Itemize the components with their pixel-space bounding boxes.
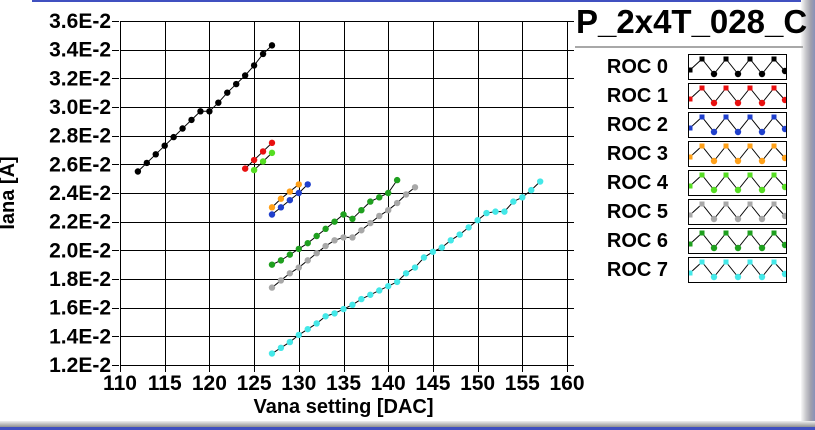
svg-text:1.2E-2: 1.2E-2 [49, 354, 111, 377]
y-axis-title: Iana [A] [0, 156, 19, 229]
legend-sample[interactable] [688, 112, 787, 138]
legend-label: ROC 3 [606, 143, 668, 165]
panel-bottom-border [0, 421, 815, 427]
plot-frame [120, 21, 568, 366]
plot-legend: ROC 0 ROC 1 ROC 2 ROC 3 ROC 4 ROC 5 ROC 6 ROC 7 [583, 54, 787, 286]
legend-label: ROC 0 [606, 56, 668, 78]
legend-sample[interactable] [688, 54, 787, 80]
series-ROC-6 [268, 176, 401, 268]
svg-text:135: 135 [326, 372, 361, 395]
series-ROC-4 [250, 149, 276, 174]
legend-sample[interactable] [688, 199, 787, 225]
legend-sample[interactable] [688, 83, 787, 109]
panel-top-border [32, 0, 815, 2]
series-ROC-5 [268, 184, 419, 291]
svg-text:3.6E-2: 3.6E-2 [49, 10, 111, 33]
svg-text:130: 130 [281, 372, 316, 395]
svg-text:1.4E-2: 1.4E-2 [49, 325, 111, 348]
svg-text:3.4E-2: 3.4E-2 [49, 39, 111, 62]
svg-text:155: 155 [505, 372, 540, 395]
svg-text:160: 160 [549, 372, 584, 395]
legend-sample-glyph [689, 201, 786, 223]
svg-text:120: 120 [192, 372, 227, 395]
series-ROC-7 [268, 178, 544, 357]
legend-sample-glyph [689, 259, 786, 281]
svg-text:125: 125 [237, 372, 272, 395]
svg-text:1.8E-2: 1.8E-2 [49, 268, 111, 291]
legend-sample-glyph [689, 114, 786, 136]
legend-label: ROC 1 [606, 85, 668, 107]
panel-right-border [801, 0, 815, 427]
legend-row: ROC 3 [583, 141, 787, 167]
svg-text:3.0E-2: 3.0E-2 [49, 96, 111, 119]
legend-row: ROC 2 [583, 112, 787, 138]
plot-title: P_2x4T_028_C [576, 3, 808, 40]
series-ROC-0 [134, 42, 276, 175]
svg-text:145: 145 [415, 372, 450, 395]
series-ROC-3 [268, 181, 302, 211]
legend-label: ROC 4 [606, 172, 668, 194]
title-shadow-line [575, 46, 803, 48]
series-ROC-2 [268, 181, 311, 218]
x-axis-title: Vana setting [DAC] [253, 396, 433, 418]
svg-text:2.6E-2: 2.6E-2 [49, 153, 111, 176]
legend-sample[interactable] [688, 141, 787, 167]
svg-text:3.2E-2: 3.2E-2 [49, 67, 111, 90]
legend-row: ROC 4 [583, 170, 787, 196]
tick-labels: 110 115 120 125 130 135 140 145 150 155 160 3.6E-2 3… [49, 10, 584, 395]
svg-text:1.6E-2: 1.6E-2 [49, 297, 111, 320]
legend-sample[interactable] [688, 257, 787, 283]
svg-text:2.2E-2: 2.2E-2 [49, 211, 111, 234]
svg-text:2.8E-2: 2.8E-2 [49, 125, 111, 148]
legend-row: ROC 7 [583, 257, 787, 283]
svg-text:140: 140 [371, 372, 406, 395]
legend-row: ROC 6 [583, 228, 787, 254]
legend-sample-glyph [689, 143, 786, 165]
legend-row: ROC 5 [583, 199, 787, 225]
legend-label: ROC 7 [606, 259, 668, 281]
legend-sample[interactable] [688, 170, 787, 196]
svg-text:110: 110 [103, 372, 137, 395]
svg-text:2.0E-2: 2.0E-2 [49, 239, 111, 262]
legend-label: ROC 5 [606, 201, 668, 223]
svg-text:2.4E-2: 2.4E-2 [49, 182, 111, 205]
legend-row: ROC 1 [583, 83, 787, 109]
series-ROC-1 [241, 139, 276, 172]
legend-sample-glyph [689, 56, 786, 78]
panel-bottom-accent [0, 427, 815, 430]
svg-text:150: 150 [460, 372, 495, 395]
svg-text:115: 115 [148, 372, 182, 395]
legend-sample-glyph [689, 85, 786, 107]
legend-label: ROC 2 [606, 114, 668, 136]
legend-label: ROC 6 [606, 230, 668, 252]
legend-row: ROC 0 [583, 54, 787, 80]
legend-sample[interactable] [688, 228, 787, 254]
legend-sample-glyph [689, 230, 786, 252]
grid [112, 21, 574, 372]
legend-sample-glyph [689, 172, 786, 194]
